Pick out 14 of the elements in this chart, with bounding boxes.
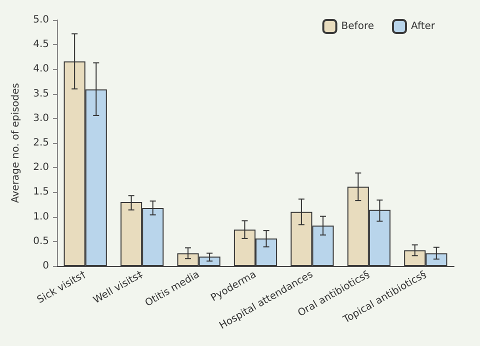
y-tick-label: 1.5	[33, 186, 49, 198]
y-tick-label: 2.0	[33, 162, 49, 174]
y-axis-title: Average no. of episodes	[10, 82, 22, 204]
legend-label: After	[410, 21, 436, 32]
y-tick-label: 3.0	[33, 112, 49, 124]
y-tick-label: 0	[42, 260, 49, 272]
y-tick-label: 3.5	[33, 88, 49, 100]
y-tick-label: 4.0	[33, 64, 49, 75]
legend-label: Before	[341, 21, 374, 32]
y-tick-label: 2.5	[33, 138, 49, 148]
y-tick-label: 1.0	[33, 211, 49, 222]
y-tick-label: 0.5	[33, 236, 49, 247]
y-tick-label: 4.5	[33, 39, 49, 50]
y-tick-label: 5.0	[33, 14, 49, 26]
